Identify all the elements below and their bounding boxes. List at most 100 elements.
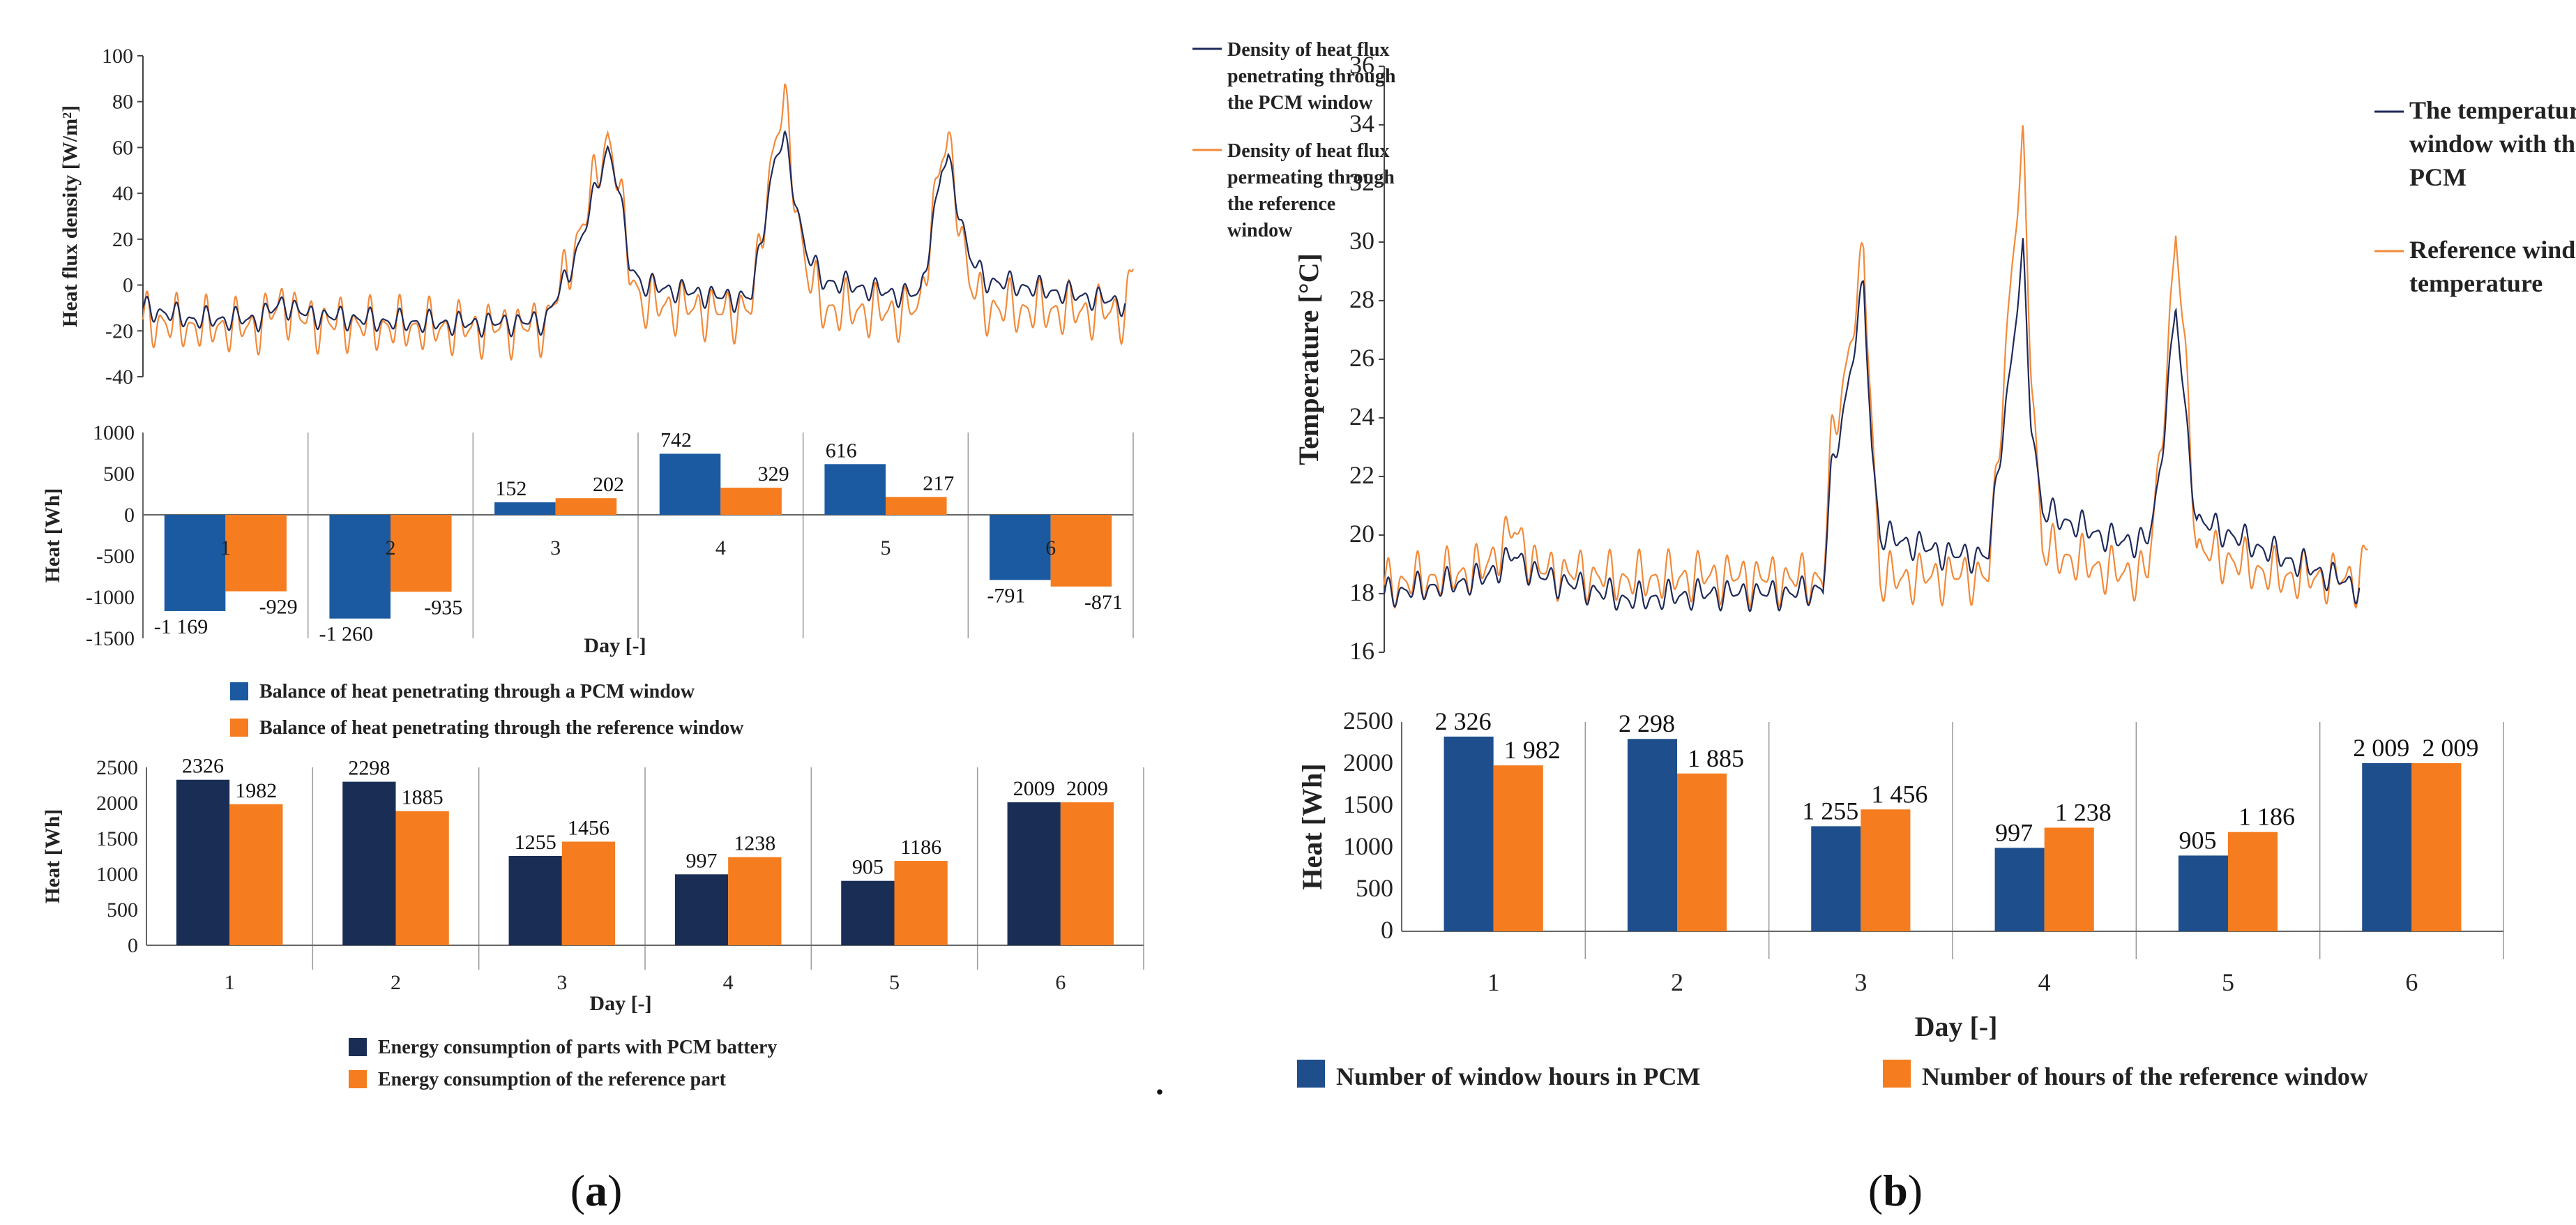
- category-label: 3: [550, 536, 561, 559]
- category-label: 4: [723, 971, 734, 994]
- caption-a: (a): [570, 1166, 623, 1215]
- x-axis-label: Day [-]: [589, 992, 651, 1015]
- data-label: 2 298: [1619, 709, 1675, 737]
- legend-label: Balance of heat penetrating through the …: [259, 717, 744, 739]
- data-label: 742: [660, 428, 692, 451]
- bar-pcm: [342, 781, 396, 945]
- data-label: -935: [424, 596, 462, 619]
- legend-label: window: [1227, 220, 1293, 241]
- y-tick-label: 500: [103, 463, 135, 486]
- y-tick-label: 40: [112, 182, 133, 205]
- heat-flux-chart: -40 -20 0 20 40 60 80 100 Heat flux density [W/m…: [59, 39, 1396, 389]
- legend-swatch: [230, 719, 248, 737]
- legend-swatch: [230, 682, 248, 700]
- y-tick-label: 36: [1349, 51, 1374, 79]
- legend-label: temperature: [2409, 269, 2543, 297]
- bar-reference: [2228, 832, 2278, 931]
- y-axis-label: Heat flux density [W/m²]: [59, 105, 82, 327]
- separator-dot: .: [1154, 1054, 1165, 1104]
- category-label: 1: [1487, 968, 1500, 996]
- y-tick-label: 1000: [1343, 832, 1393, 860]
- bar-pcm: [2362, 762, 2412, 931]
- bar-pcm: [659, 453, 721, 515]
- y-tick-label: 34: [1349, 110, 1374, 137]
- data-label: 1 456: [1871, 780, 1927, 808]
- category-label: 2: [386, 536, 396, 559]
- bar-pcm: [1811, 826, 1861, 931]
- data-label: 217: [923, 472, 954, 495]
- heat-balance-chart: -1500 -1000 -500 0 500 1000 -1 169 -929 1 -1 260 -…: [41, 421, 1134, 739]
- data-label: 1982: [235, 779, 277, 802]
- data-label: 152: [495, 477, 526, 500]
- legend-label: The temperature: [2409, 96, 2576, 124]
- legend-label: the PCM window: [1227, 92, 1373, 114]
- category-label: 2: [391, 971, 401, 994]
- y-tick-label: 0: [1381, 916, 1393, 944]
- category-label: 1: [220, 536, 231, 559]
- bar-pcm: [176, 779, 230, 945]
- y-axis-label: Heat [Wh]: [41, 809, 64, 904]
- legend-label: the reference: [1227, 193, 1335, 215]
- y-tick-label: 1000: [96, 863, 138, 886]
- data-label: 1186: [900, 836, 941, 859]
- bar-reference: [225, 515, 287, 592]
- data-label: -791: [987, 584, 1025, 607]
- bar-reference: [391, 515, 452, 592]
- bar-pcm: [824, 464, 886, 515]
- series-line-reference: [142, 83, 1135, 361]
- y-tick-label: 24: [1349, 403, 1374, 430]
- data-label: 2 326: [1435, 707, 1492, 735]
- bar-pcm: [1007, 802, 1061, 945]
- bar-pcm: [2178, 855, 2228, 931]
- category-label: 5: [889, 971, 900, 994]
- y-tick-label: 500: [107, 899, 138, 922]
- y-tick-label: -500: [96, 545, 135, 568]
- bar-pcm: [1444, 736, 1494, 931]
- bar-reference: [894, 861, 948, 945]
- bar-reference: [2044, 827, 2094, 931]
- data-label: 2009: [1066, 777, 1108, 800]
- y-tick-label: 80: [112, 91, 133, 114]
- y-tick-label: 60: [112, 136, 133, 159]
- bar-pcm: [990, 515, 1051, 580]
- legend-label: Density of heat flux: [1227, 140, 1390, 162]
- bar-reference: [728, 857, 782, 945]
- data-label: 1 238: [2055, 798, 2112, 826]
- data-label: 2326: [182, 755, 224, 778]
- data-label: 2 009: [2422, 734, 2478, 762]
- y-tick-label: 26: [1349, 344, 1374, 372]
- data-label: 905: [852, 856, 884, 879]
- y-tick-label: -1500: [86, 627, 135, 650]
- bar-pcm: [674, 874, 729, 945]
- data-label: 616: [826, 439, 857, 462]
- category-label: 3: [556, 971, 567, 994]
- y-tick-label: 0: [128, 934, 138, 957]
- y-tick-label: 20: [112, 228, 133, 251]
- data-label: 997: [686, 849, 718, 872]
- y-tick-label: 1500: [96, 827, 138, 850]
- category-label: 6: [1045, 536, 1056, 559]
- bar-reference: [555, 498, 617, 515]
- y-tick-label: 30: [1349, 227, 1374, 255]
- y-tick-label: 2500: [1343, 707, 1393, 735]
- y-tick-label: 2000: [96, 792, 138, 815]
- data-label: 2 009: [2353, 734, 2409, 762]
- y-tick-label: 0: [124, 504, 135, 527]
- series-line-pcm: [142, 130, 1126, 338]
- legend-label: penetrating through: [1227, 66, 1396, 87]
- category-label: 5: [2222, 968, 2234, 996]
- legend-label: Number of hours of the reference window: [1922, 1062, 2368, 1090]
- bar-reference: [395, 811, 449, 945]
- y-tick-label: 2500: [96, 756, 138, 779]
- data-label: 329: [758, 463, 789, 486]
- y-tick-label: -40: [105, 366, 133, 389]
- y-axis-label: Temperature [°C]: [1293, 253, 1324, 465]
- category-label: 6: [1055, 971, 1066, 994]
- category-label: 4: [715, 536, 726, 559]
- data-label: 1 186: [2238, 803, 2295, 831]
- legend-label: PCM: [2409, 163, 2467, 191]
- bar-reference: [561, 841, 616, 945]
- y-tick-label: -20: [105, 320, 133, 343]
- bar-reference: [1861, 809, 1911, 931]
- y-tick-label: 100: [102, 45, 133, 68]
